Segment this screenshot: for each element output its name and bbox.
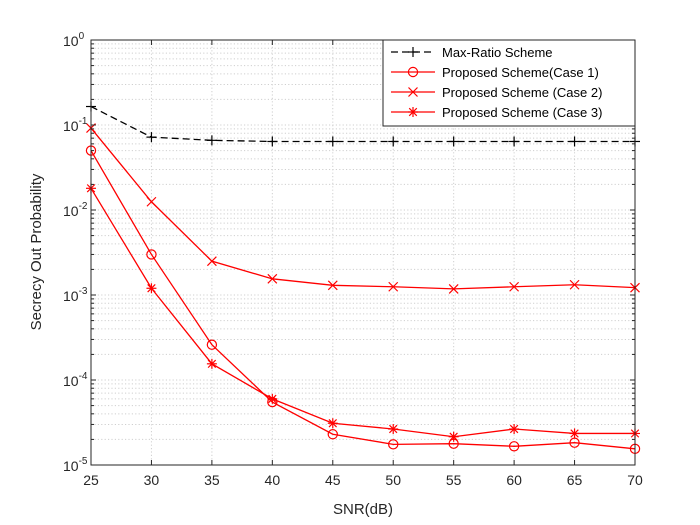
- data-point: [509, 136, 520, 147]
- marker-stroke: [509, 424, 519, 434]
- marker-circle: [508, 441, 520, 452]
- series-line: [90, 150, 636, 450]
- x-tick-label: 35: [204, 472, 220, 488]
- marker-stroke: [570, 429, 579, 438]
- marker-stroke: [449, 432, 458, 441]
- data-point: [327, 280, 338, 291]
- marker-stroke: [267, 273, 278, 284]
- legend-label: Proposed Scheme (Case 3): [442, 105, 602, 120]
- x-tick-label: 65: [567, 472, 583, 488]
- marker-stroke: [147, 284, 156, 293]
- data-point: [146, 283, 157, 294]
- data-point: [206, 256, 217, 267]
- series-line: [90, 105, 635, 143]
- marker-circle: [407, 66, 419, 78]
- data-point: [569, 279, 580, 290]
- y-tick-label: 10-4: [63, 371, 88, 389]
- legend-label: Proposed Scheme(Case 1): [442, 65, 599, 80]
- data-point: [146, 132, 157, 143]
- data-point: [407, 66, 419, 78]
- marker-stroke: [268, 394, 277, 404]
- data-point: [327, 429, 338, 440]
- data-point: [206, 135, 217, 146]
- y-tick-label: 10-3: [63, 286, 88, 304]
- data-point: [388, 281, 399, 292]
- marker-stroke: [388, 281, 399, 292]
- x-tick-label: 50: [385, 472, 401, 488]
- marker-stroke: [206, 256, 217, 267]
- x-tick-label: 25: [83, 472, 99, 488]
- legend-entry: Proposed Scheme (Case 2): [391, 85, 602, 100]
- data-point: [509, 424, 520, 435]
- legend-entry: Proposed Scheme(Case 1): [391, 65, 599, 80]
- data-point: [206, 358, 217, 369]
- series-4: [86, 183, 640, 442]
- data-point: [388, 439, 399, 450]
- series-1: [86, 101, 640, 147]
- data-point: [569, 428, 580, 439]
- marker-circle: [388, 439, 399, 450]
- marker-circle: [206, 339, 218, 350]
- x-tick-label: 55: [446, 472, 462, 488]
- x-tick-label: 45: [325, 472, 341, 488]
- data-point: [267, 136, 278, 147]
- data-point: [206, 339, 218, 350]
- marker-stroke: [388, 424, 398, 434]
- data-point: [388, 424, 399, 435]
- data-point: [448, 136, 459, 147]
- marker-stroke: [569, 279, 580, 290]
- legend-label: Proposed Scheme (Case 2): [442, 85, 602, 100]
- data-point: [508, 441, 520, 452]
- marker-stroke: [448, 283, 459, 294]
- legend-label: Max-Ratio Scheme: [442, 45, 553, 60]
- marker-stroke: [146, 196, 157, 207]
- marker-stroke: [408, 107, 418, 117]
- data-point: [267, 273, 278, 284]
- data-point: [327, 418, 338, 429]
- data-point: [569, 136, 580, 147]
- data-point: [388, 136, 399, 147]
- marker-stroke: [207, 359, 217, 369]
- y-tick-label: 10-5: [63, 456, 88, 474]
- x-tick-label: 70: [627, 472, 643, 488]
- legend-entry: Proposed Scheme (Case 3): [391, 105, 602, 120]
- data-point: [448, 431, 459, 442]
- marker-stroke: [327, 280, 338, 291]
- x-tick-label: 40: [265, 472, 281, 488]
- data-point: [146, 196, 157, 207]
- plot-frame: [90, 39, 636, 466]
- legend: Max-Ratio Scheme Proposed Scheme(Case 1) P…: [382, 39, 636, 127]
- series-line: [90, 187, 635, 438]
- series-layer: [85, 101, 641, 455]
- data-point: [408, 107, 418, 117]
- data-point: [408, 47, 418, 57]
- legend-entry: Max-Ratio Scheme: [391, 45, 553, 60]
- ticks: 25 30 35 40 45 50 55 60 65 70 100 10-1 10-2 10-3 10-4 1…: [63, 31, 643, 488]
- marker-stroke: [328, 419, 338, 428]
- y-tick-label: 100: [63, 31, 85, 49]
- marker-circle: [146, 249, 157, 260]
- y-tick-label: 10-2: [63, 201, 88, 219]
- data-point: [509, 281, 520, 292]
- data-point: [146, 249, 157, 260]
- data-point: [448, 283, 459, 294]
- marker-stroke: [509, 281, 520, 292]
- data-point: [408, 87, 418, 97]
- data-point: [327, 136, 338, 147]
- series-line: [90, 127, 636, 290]
- marker-stroke: [408, 87, 418, 97]
- y-tick-label: 10-1: [63, 116, 88, 134]
- x-tick-label: 30: [144, 472, 160, 488]
- marker-circle: [327, 429, 338, 440]
- x-tick-label: 60: [506, 472, 522, 488]
- data-point: [267, 393, 278, 404]
- x-axis-label: SNR(dB): [333, 501, 393, 518]
- y-axis-label: Secrecy Out Probability: [28, 173, 45, 330]
